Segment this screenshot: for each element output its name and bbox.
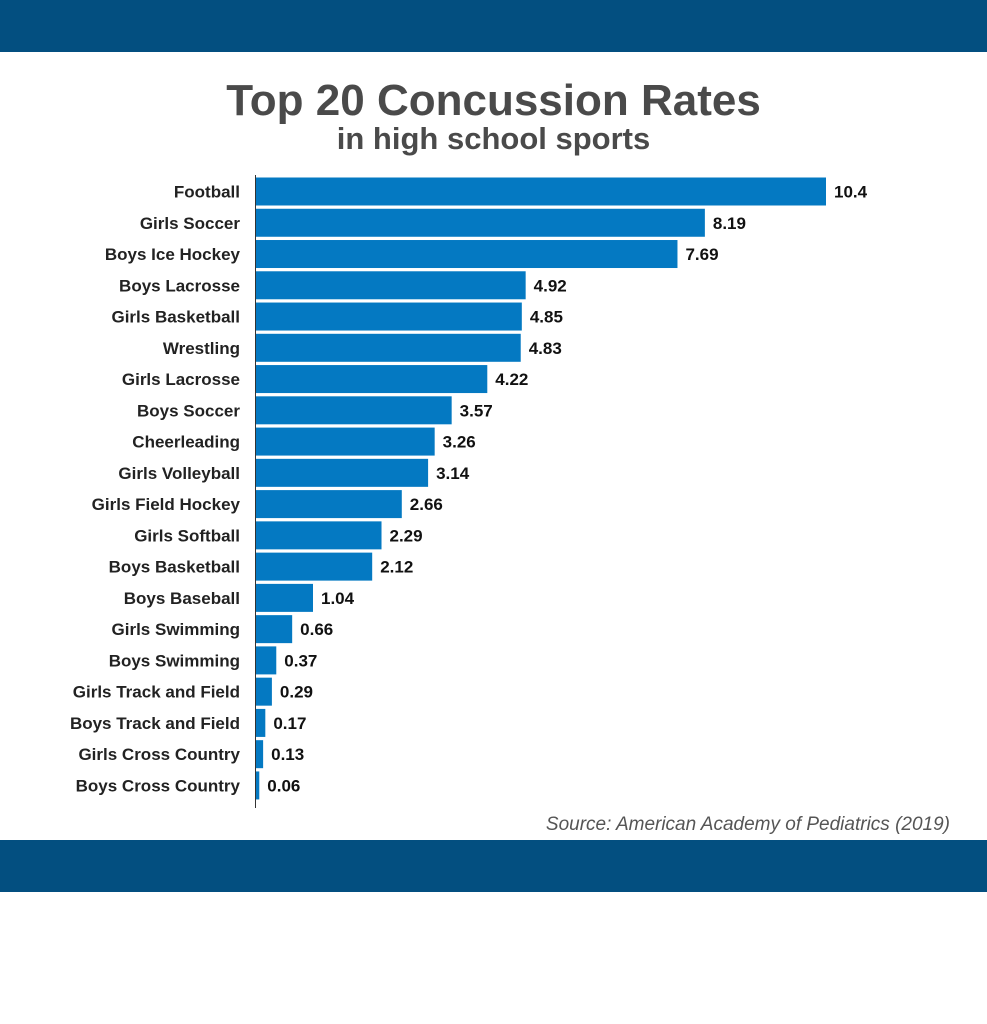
category-label: Boys Lacrosse bbox=[119, 276, 240, 295]
category-label: Girls Volleyball bbox=[118, 464, 240, 483]
category-label: Girls Field Hockey bbox=[92, 495, 241, 514]
value-label: 4.22 bbox=[495, 370, 528, 389]
value-label: 2.66 bbox=[410, 495, 443, 514]
value-label: 0.13 bbox=[271, 745, 304, 764]
chart-title: Top 20 Concussion Rates bbox=[226, 76, 761, 125]
value-label: 3.26 bbox=[443, 433, 476, 452]
category-label: Girls Basketball bbox=[111, 308, 240, 327]
value-label: 0.29 bbox=[280, 683, 313, 702]
bar bbox=[256, 333, 521, 362]
value-label: 4.92 bbox=[534, 276, 567, 295]
value-label: 1.04 bbox=[321, 589, 355, 608]
category-label: Girls Softball bbox=[134, 526, 240, 545]
category-label: Girls Swimming bbox=[112, 620, 240, 639]
value-label: 4.85 bbox=[530, 308, 563, 327]
value-label: 7.69 bbox=[685, 245, 718, 264]
source-note: Source: American Academy of Pediatrics (… bbox=[545, 814, 950, 835]
category-label: Girls Track and Field bbox=[73, 683, 240, 702]
bar bbox=[256, 240, 678, 269]
top-banner bbox=[0, 0, 987, 52]
bar bbox=[256, 208, 705, 237]
bar bbox=[256, 177, 826, 206]
bar bbox=[256, 490, 402, 519]
bar bbox=[256, 427, 435, 456]
value-label: 2.12 bbox=[380, 558, 413, 577]
bar-chart: Football 10.4 Girls Soccer 8.19 Boys Ice Hoc… bbox=[70, 175, 868, 808]
value-label: 10.4 bbox=[834, 183, 868, 202]
value-label: 3.57 bbox=[460, 401, 493, 420]
category-label: Girls Lacrosse bbox=[122, 370, 240, 389]
value-label: 8.19 bbox=[713, 214, 746, 233]
category-label: Wrestling bbox=[163, 339, 240, 358]
bar bbox=[256, 396, 452, 425]
bar bbox=[256, 458, 429, 487]
category-label: Boys Ice Hockey bbox=[105, 245, 241, 264]
chart-subtitle: in high school sports bbox=[336, 121, 651, 156]
value-label: 0.06 bbox=[267, 776, 300, 795]
bottom-banner bbox=[0, 840, 987, 892]
bar bbox=[256, 521, 382, 550]
bar bbox=[256, 646, 277, 675]
bar bbox=[256, 771, 260, 800]
bar bbox=[256, 271, 526, 300]
category-label: Boys Cross Country bbox=[76, 776, 241, 795]
bar bbox=[256, 583, 313, 612]
bar bbox=[256, 677, 272, 706]
category-label: Girls Cross Country bbox=[78, 745, 240, 764]
category-label: Football bbox=[174, 183, 240, 202]
value-label: 3.14 bbox=[436, 464, 470, 483]
category-label: Boys Basketball bbox=[109, 558, 240, 577]
value-label: 0.37 bbox=[284, 651, 317, 670]
category-label: Boys Soccer bbox=[137, 401, 240, 420]
bar bbox=[256, 708, 266, 737]
category-label: Boys Track and Field bbox=[70, 714, 240, 733]
category-label: Girls Soccer bbox=[140, 214, 241, 233]
category-label: Boys Baseball bbox=[124, 589, 240, 608]
category-label: Boys Swimming bbox=[109, 651, 240, 670]
bar bbox=[256, 302, 522, 331]
bar bbox=[256, 740, 264, 769]
value-label: 0.17 bbox=[273, 714, 306, 733]
bar bbox=[256, 552, 373, 581]
bar bbox=[256, 365, 488, 394]
value-label: 4.83 bbox=[529, 339, 562, 358]
category-label: Cheerleading bbox=[132, 433, 240, 452]
value-label: 0.66 bbox=[300, 620, 333, 639]
bar bbox=[256, 615, 293, 644]
value-label: 2.29 bbox=[390, 526, 423, 545]
